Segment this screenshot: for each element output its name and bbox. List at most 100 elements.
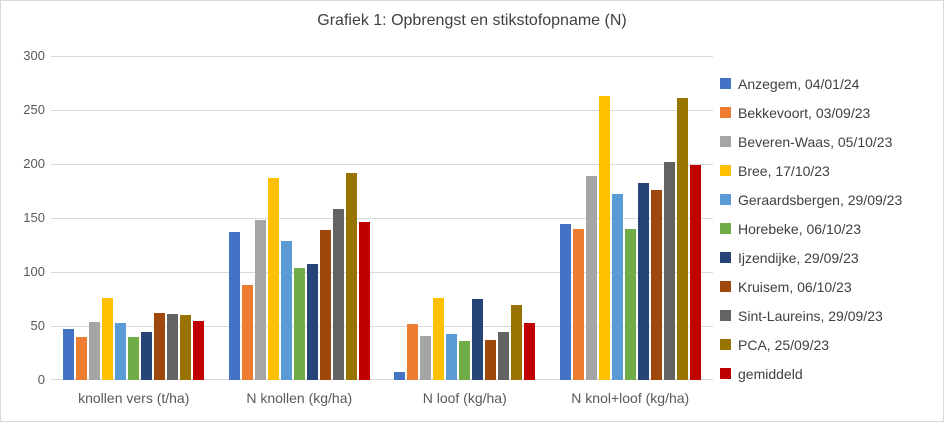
bar [394, 372, 406, 380]
bar [115, 323, 127, 380]
bar-group-3 [382, 56, 548, 380]
bar [498, 332, 510, 380]
bar [89, 322, 101, 380]
gridline-200 [51, 164, 713, 165]
bar [254, 220, 266, 380]
legend-item-6: Horebeke, 06/10/23 [720, 214, 938, 243]
bar [319, 230, 331, 380]
gridline-50 [51, 326, 713, 327]
bar [511, 305, 523, 380]
legend-label: Bekkevoort, 03/09/23 [738, 104, 871, 121]
bar [267, 178, 279, 380]
legend-swatch-icon [720, 107, 731, 118]
y-tick-label-200: 200 [23, 156, 45, 171]
x-axis-label-1: knollen vers (t/ha) [78, 390, 190, 406]
bar [63, 329, 75, 380]
legend-label: Beveren-Waas, 05/10/23 [738, 133, 893, 150]
legend-swatch-icon [720, 310, 731, 321]
bar [663, 162, 675, 380]
bar [472, 299, 484, 380]
bar [358, 222, 370, 380]
bar-group-1 [51, 56, 217, 380]
bar [180, 315, 192, 380]
legend-label: Kruisem, 06/10/23 [738, 278, 852, 295]
bar [446, 334, 458, 380]
plot-area [51, 56, 713, 380]
chart-title: Grafiek 1: Opbrengst en stikstofopname (… [317, 12, 627, 29]
bar [689, 165, 701, 380]
legend-swatch-icon [720, 252, 731, 263]
legend-item-3: Beveren-Waas, 05/10/23 [720, 127, 938, 156]
legend-swatch-icon [720, 223, 731, 234]
bar [572, 229, 584, 380]
legend-item-2: Bekkevoort, 03/09/23 [720, 98, 938, 127]
legend-item-8: Kruisem, 06/10/23 [720, 272, 938, 301]
bar [228, 232, 240, 380]
bar [280, 241, 292, 380]
gridline-300 [51, 56, 713, 57]
y-tick-label-0: 0 [37, 372, 45, 387]
legend: Anzegem, 04/01/24 Bekkevoort, 03/09/23 Bev… [720, 69, 938, 388]
bar [167, 314, 179, 380]
legend-label: gemiddeld [738, 365, 803, 382]
bar [420, 336, 432, 380]
bar [459, 341, 471, 380]
x-axis-label-2: N knollen (kg/ha) [246, 390, 353, 406]
y-tick-label-300: 300 [23, 48, 45, 63]
y-tick-label-250: 250 [23, 102, 45, 117]
bar [128, 337, 140, 380]
bar [585, 176, 597, 380]
legend-item-5: Geraardsbergen, 29/09/23 [720, 185, 938, 214]
legend-item-1: Anzegem, 04/01/24 [720, 69, 938, 98]
gridline-100 [51, 272, 713, 273]
legend-label: Geraardsbergen, 29/09/23 [738, 191, 903, 208]
bar [637, 183, 649, 380]
bar [293, 268, 305, 380]
legend-swatch-icon [720, 136, 731, 147]
bar [345, 173, 357, 380]
bar [141, 332, 153, 380]
bar [407, 324, 419, 380]
legend-item-7: Ijzendijke, 29/09/23 [720, 243, 938, 272]
bar [332, 209, 344, 380]
bar [433, 298, 445, 380]
x-axis: knollen vers (t/ha) N knollen (kg/ha) N lo… [51, 390, 713, 406]
gridline-0 [51, 379, 713, 380]
y-tick-label-150: 150 [23, 210, 45, 225]
legend-label: PCA, 25/09/23 [738, 336, 830, 353]
gridline-250 [51, 110, 713, 111]
bar [598, 96, 610, 380]
x-axis-label-3: N loof (kg/ha) [422, 390, 507, 406]
legend-label: Bree, 17/10/23 [738, 162, 830, 179]
bar [559, 224, 571, 380]
x-axis-label-4: N knol+loof (kg/ha) [571, 390, 690, 406]
legend-swatch-icon [720, 339, 731, 350]
bar-groups [51, 56, 713, 380]
bar [624, 229, 636, 380]
bar [650, 190, 662, 380]
legend-item-10: PCA, 25/09/23 [720, 330, 938, 359]
legend-item-4: Bree, 17/10/23 [720, 156, 938, 185]
bar [76, 337, 88, 380]
legend-item-9: Sint-Laureins, 29/09/23 [720, 301, 938, 330]
legend-swatch-icon [720, 165, 731, 176]
bar [611, 194, 623, 380]
bar [524, 323, 536, 380]
legend-label: Sint-Laureins, 29/09/23 [738, 307, 883, 324]
bar [485, 340, 497, 380]
bar [241, 285, 253, 380]
bar [193, 321, 205, 380]
y-tick-label-100: 100 [23, 264, 45, 279]
y-tick-label-50: 50 [30, 318, 45, 333]
legend-swatch-icon [720, 78, 731, 89]
legend-label: Ijzendijke, 29/09/23 [738, 249, 859, 266]
bar [306, 264, 318, 380]
bar [102, 298, 114, 380]
bar [154, 313, 166, 380]
legend-swatch-icon [720, 368, 731, 379]
gridline-150 [51, 218, 713, 219]
legend-item-11: gemiddeld [720, 359, 938, 388]
legend-swatch-icon [720, 194, 731, 205]
legend-swatch-icon [720, 281, 731, 292]
